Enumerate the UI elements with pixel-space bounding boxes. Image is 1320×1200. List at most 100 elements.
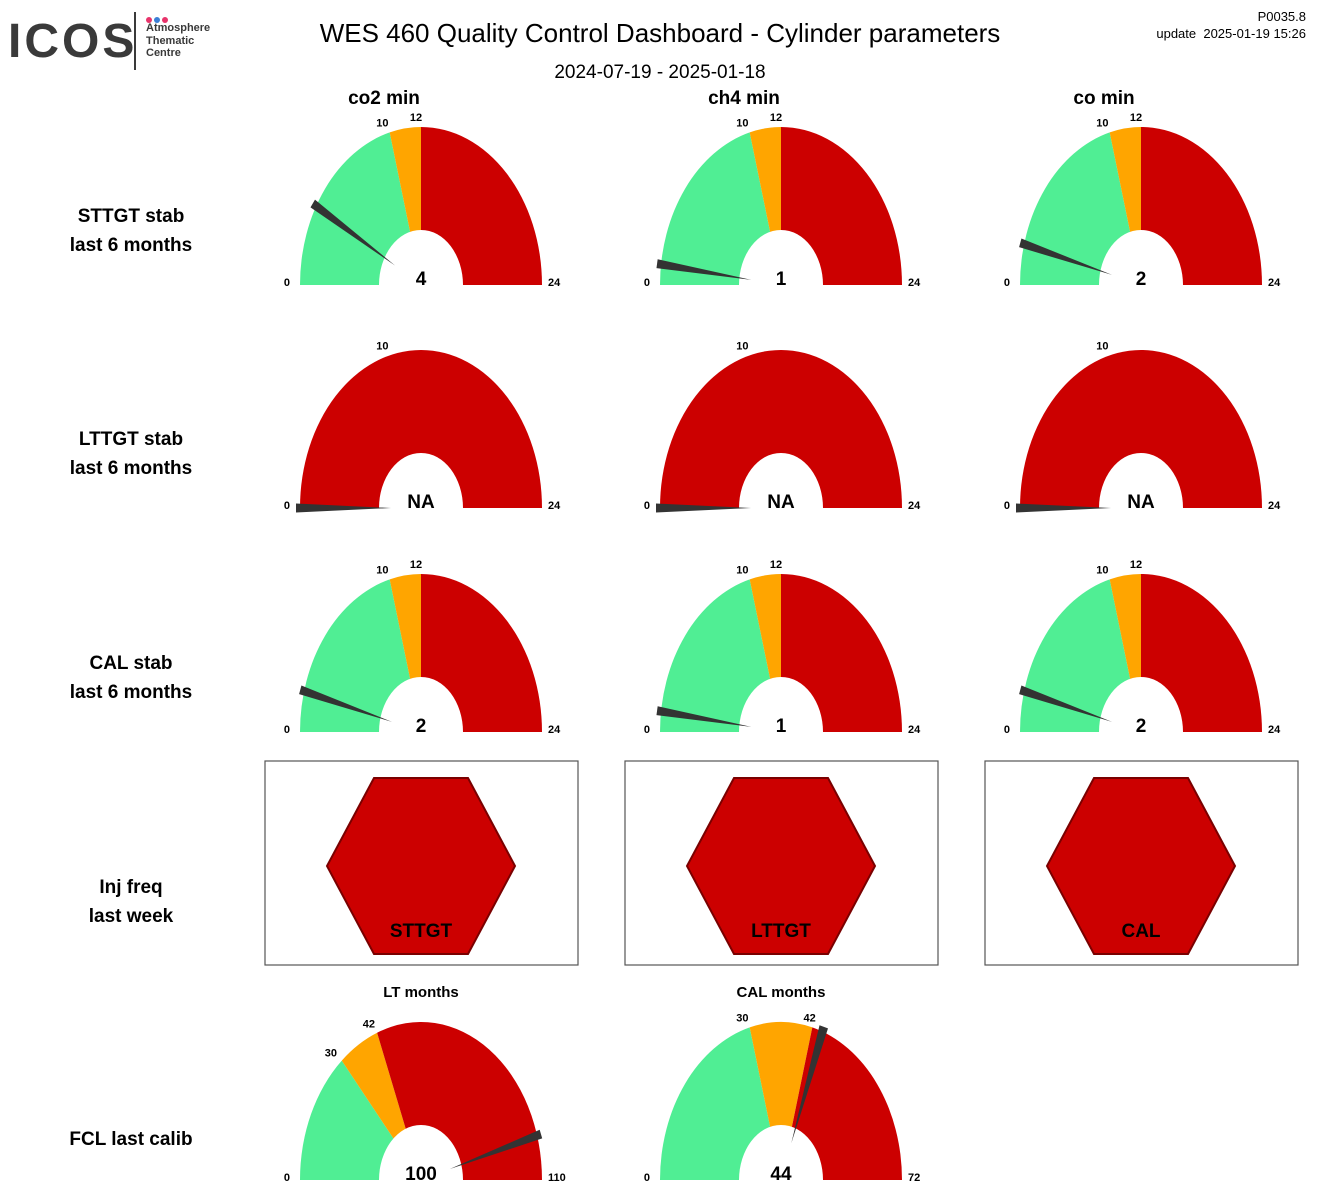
gauge-needle (656, 259, 752, 280)
logo-line-1: Atmosphere (146, 22, 211, 34)
gauge-tick-label: 0 (644, 1172, 650, 1184)
gauge: 0 10 24 NA (1004, 341, 1281, 567)
gauge: 0 30 42 110 100 LT months (284, 984, 566, 1200)
gauge: 0 10 12 24 2 (284, 559, 561, 791)
row-label-fcl: FCL last calib (69, 1129, 192, 1150)
row-label-line-2: last 6 months (70, 458, 192, 479)
status-panel: STTGT (264, 760, 579, 966)
gauge-tick-label: 12 (1130, 559, 1142, 571)
logo-dots-icon (146, 10, 170, 23)
gauge-band (421, 127, 542, 285)
column-header: co min (1073, 88, 1134, 109)
gauge-tick-label: 42 (363, 1018, 375, 1030)
status-hexagon-icon (1045, 777, 1237, 955)
gauge-needle (656, 706, 752, 727)
row-label-sttgt: STTGT stab last 6 months (70, 206, 192, 256)
gauge-mask (298, 285, 544, 344)
logo-dot-3 (162, 17, 168, 23)
gauge-tick-label: 0 (644, 500, 650, 512)
gauge-tick-label: 0 (284, 724, 290, 736)
gauge-band (1141, 127, 1262, 285)
gauge-tick-label: 72 (908, 1172, 920, 1184)
gauge-tick-label: 0 (644, 277, 650, 289)
logo-wordmark: ICOS (8, 15, 138, 68)
gauge-tick-label: 10 (376, 565, 388, 577)
gauge-tick-label: 0 (284, 500, 290, 512)
gauge-band (421, 574, 542, 732)
gauge-value-label: 44 (770, 1164, 792, 1185)
gauge-tick-label: 24 (908, 724, 921, 736)
icos-logo: ICOS Atmosphere Thematic Centre (8, 10, 228, 72)
gauge-tick-label: 30 (325, 1048, 337, 1060)
logo-line-2: Thematic (146, 34, 195, 47)
gauge-needle (449, 1129, 543, 1170)
update-timestamp: update 2025-01-19 15:26 (1156, 26, 1306, 41)
gauge-needle (299, 685, 393, 722)
gauge-tick-label: 24 (908, 500, 921, 512)
row-label-line-2: last 6 months (70, 235, 192, 256)
gauge-band (749, 1022, 813, 1180)
row-label-cal: CAL stab last 6 months (70, 653, 192, 703)
column-header: co2 min (348, 88, 420, 109)
row-label-inj: Inj freq last week (89, 877, 174, 927)
status-hexagon-icon (685, 777, 877, 955)
status-panel: CAL (984, 760, 1299, 966)
gauge-needle (1019, 685, 1113, 722)
page-title: WES 460 Quality Control Dashboard - Cyli… (319, 18, 1001, 48)
gauge-tick-label: 0 (644, 724, 650, 736)
gauge-tick-label: 0 (1004, 500, 1010, 512)
status-label: CAL (1121, 921, 1160, 942)
row-label-line-2: last 6 months (70, 682, 192, 703)
gauge-title: LT months (383, 984, 459, 1001)
gauge-needle (791, 1025, 828, 1144)
gauge-band (781, 574, 902, 732)
gauge-value-label: 1 (776, 716, 787, 737)
gauge-band (300, 350, 542, 508)
gauge-tick-label: 24 (1268, 724, 1281, 736)
gauge-title: CAL months (737, 984, 826, 1001)
status-panel: LTTGT (624, 760, 939, 966)
gauge-mask (658, 508, 904, 567)
gauge-band (1141, 574, 1262, 732)
gauge: 0 10 12 24 4 (284, 112, 561, 344)
logo-line-3: Centre (146, 47, 181, 59)
gauge-tick-label: 110 (548, 1172, 566, 1184)
gauge-value-label: 2 (416, 716, 427, 737)
gauge-band (1020, 350, 1262, 508)
gauge-tick-label: 10 (376, 341, 388, 353)
gauge-tick-label: 0 (284, 277, 290, 289)
status-hexagon-icon (325, 777, 517, 955)
gauge-needle (1019, 238, 1113, 275)
gauge-value-label: NA (1127, 492, 1155, 513)
status-label: LTTGT (751, 921, 811, 942)
gauge-tick-label: 24 (548, 277, 561, 289)
logo-subtitle: Atmosphere Thematic Centre (146, 22, 210, 60)
gauge-tick-label: 24 (1268, 500, 1281, 512)
gauge: 0 10 12 24 1 (644, 559, 921, 791)
gauge-tick-label: 12 (770, 112, 782, 124)
gauge-mask (298, 508, 544, 567)
gauge-band (660, 350, 902, 508)
gauge: 0 30 42 72 44 CAL months (644, 984, 920, 1200)
gauge-tick-label: 12 (410, 112, 422, 124)
gauge: 0 10 24 NA (284, 341, 561, 567)
gauge-mask (658, 285, 904, 344)
gauge-value-label: 2 (1136, 716, 1147, 737)
gauge-needle (1016, 503, 1111, 513)
gauge-tick-label: 42 (804, 1013, 816, 1025)
gauge-mask (658, 1180, 904, 1200)
row-label-line-1: LTTGT stab (79, 429, 183, 450)
logo-divider (134, 12, 136, 70)
gauge-tick-label: 30 (736, 1013, 748, 1025)
gauge-tick-label: 0 (1004, 724, 1010, 736)
gauge: 0 10 12 24 1 (644, 112, 921, 344)
logo-dot-2 (154, 17, 160, 23)
status-label: STTGT (390, 921, 453, 942)
gauge-tick-label: 24 (548, 724, 561, 736)
gauge-tick-label: 0 (1004, 277, 1010, 289)
gauge-value-label: 100 (405, 1164, 437, 1185)
row-label-line-1: CAL stab (89, 653, 172, 674)
gauge-mask (1018, 508, 1264, 567)
gauge-tick-label: 12 (770, 559, 782, 571)
